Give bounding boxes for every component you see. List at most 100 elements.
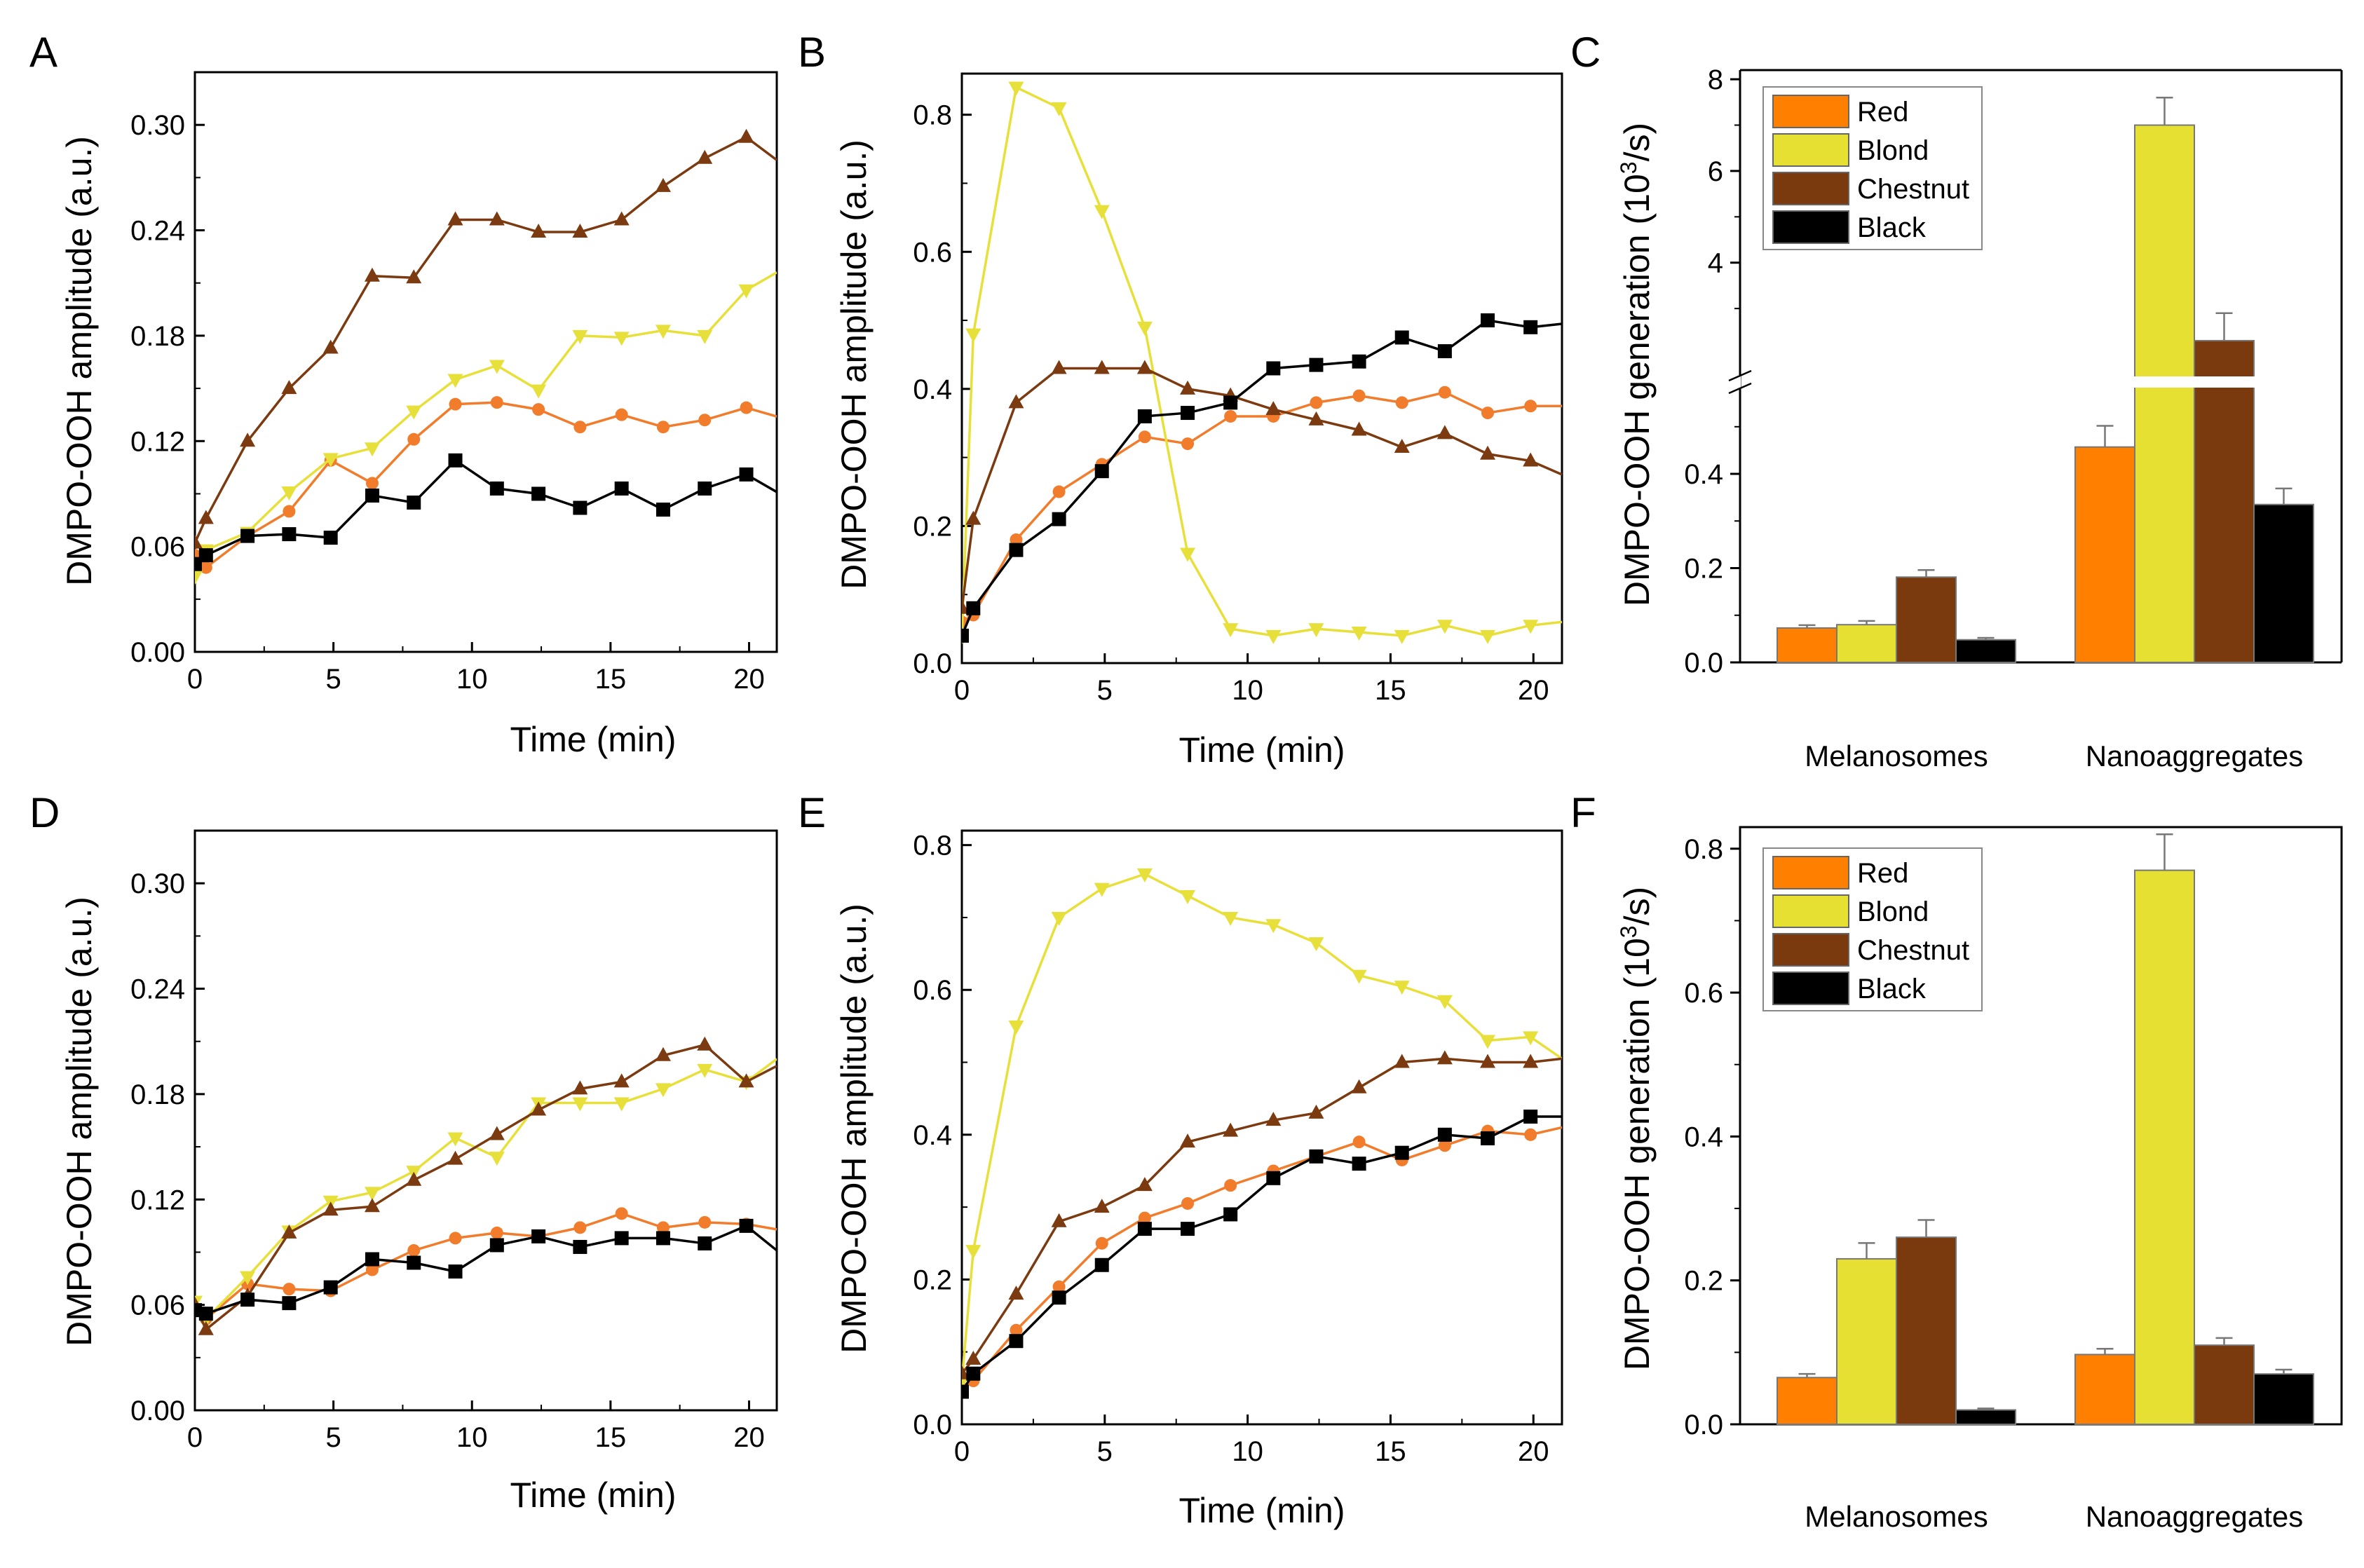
legend: Red Blond Chestnut Black [1762, 847, 1983, 1011]
series-black [1955, 487, 2314, 664]
data-point-blond [655, 325, 671, 339]
bar-blond [2134, 869, 2195, 1425]
data-point-chestnut [1180, 380, 1196, 395]
data-point-black [489, 481, 504, 496]
legend-label-black: Black [1857, 974, 1927, 1004]
data-point-blond [1223, 911, 1239, 926]
y-axis-title: DMPO-OOH amplitude (a.u.) [834, 904, 874, 1354]
data-point-black [323, 1280, 338, 1295]
data-point-blond [281, 486, 297, 500]
data-point-black [365, 1252, 379, 1267]
x-tick-label: 5 [325, 1422, 341, 1453]
data-point-red [1138, 430, 1151, 444]
series-red [195, 396, 777, 574]
data-point-black [1223, 1207, 1238, 1222]
x-tick-label: 10 [1232, 1436, 1263, 1467]
x-tick-label: 0 [954, 1436, 970, 1467]
data-point-chestnut [1008, 394, 1024, 409]
y-tick-label: 0.12 [130, 1185, 185, 1215]
data-point-blond [1136, 868, 1153, 882]
data-point-blond [1351, 626, 1367, 641]
y-tick-label: 0.0 [1684, 1410, 1723, 1440]
data-point-red [656, 1221, 670, 1234]
data-point-red [1395, 396, 1408, 409]
data-point-chestnut [198, 1321, 214, 1335]
data-point-red [698, 1215, 712, 1229]
x-axis-title: Time (min) [510, 1475, 676, 1515]
series-chestnut [195, 1036, 777, 1335]
data-point-black [962, 628, 969, 643]
data-point-red [1524, 1128, 1537, 1141]
plot-frame [193, 829, 778, 1412]
series-line-chestnut [962, 1057, 1562, 1375]
data-point-black [1266, 1171, 1281, 1185]
data-point-blond [364, 1187, 380, 1201]
data-point-blond [1308, 937, 1324, 952]
x-tick-label: 20 [1518, 675, 1549, 706]
series-black [1955, 1368, 2314, 1425]
data-point-chestnut [364, 267, 380, 282]
y-tick-label: 0.2 [1684, 1266, 1723, 1297]
data-point-blond [1265, 919, 1282, 934]
data-point-black [1052, 512, 1066, 526]
data-point-red [283, 1283, 296, 1296]
data-point-chestnut [655, 1047, 671, 1061]
y-tick-label: 0.0 [1684, 648, 1723, 679]
panel-letter: D [29, 789, 60, 836]
data-point-chestnut [531, 1101, 547, 1116]
data-point-chestnut [1180, 1133, 1196, 1148]
y-tick-label: 0.30 [130, 110, 185, 141]
series-line-red [962, 390, 1562, 623]
y-tick-label: 0.0 [913, 648, 952, 679]
data-point-chestnut [1394, 1054, 1410, 1068]
y-tick-label: 0.06 [130, 1290, 185, 1321]
data-point-blond [738, 284, 754, 299]
data-point-black [1223, 395, 1238, 410]
data-point-black [282, 1296, 297, 1311]
data-point-red [1224, 409, 1237, 423]
data-point-blond [489, 360, 505, 374]
data-point-blond [1308, 623, 1324, 638]
y-tick-label: 0.00 [130, 1396, 185, 1426]
data-point-black [739, 1218, 754, 1233]
data-point-red [1352, 389, 1366, 402]
data-point-chestnut [613, 1073, 630, 1088]
data-point-chestnut [1265, 401, 1282, 416]
data-point-black [966, 601, 981, 615]
y-tick-label: 4 [1708, 248, 1723, 279]
data-point-chestnut [489, 1126, 505, 1140]
data-point-blond [195, 571, 203, 585]
x-tick-label: 0 [187, 664, 203, 695]
bar-blond [2134, 124, 2195, 664]
data-point-red [365, 1263, 379, 1276]
data-point-chestnut [1136, 360, 1153, 374]
data-point-black [1309, 1149, 1324, 1164]
data-point-chestnut [198, 510, 214, 524]
data-point-red [573, 421, 587, 434]
data-point-red [407, 1243, 421, 1257]
x-tick-label: 10 [456, 664, 488, 695]
data-point-black [1523, 1110, 1538, 1124]
series-black [962, 1110, 1562, 1399]
data-point-chestnut [1308, 411, 1324, 425]
data-point-chestnut [1394, 438, 1410, 453]
legend-swatch-red [1772, 856, 1849, 889]
data-point-chestnut [1523, 1054, 1539, 1068]
data-point-red [615, 408, 628, 421]
bar-red [1777, 1377, 1837, 1425]
y-tick-label: 0.18 [130, 321, 185, 352]
bar-black [2253, 1373, 2314, 1425]
series-black [962, 313, 1562, 643]
x-tick-label: 20 [733, 664, 765, 695]
axis-break-mark [1728, 382, 1752, 395]
data-point-chestnut [738, 1073, 754, 1088]
data-point-blond [1094, 205, 1110, 219]
y-axis-title: DMPO-OOH amplitude (a.u.) [60, 897, 99, 1347]
x-tick-label: 10 [456, 1422, 488, 1453]
data-point-black [323, 531, 338, 545]
data-point-chestnut [572, 224, 588, 238]
series-line-blond [962, 873, 1562, 1382]
panel-b: B 0 5 10 15 20 0.0 0.2 0.4 0.6 0.8 Time (min) DMPO-O… [798, 29, 1563, 770]
y-tick-label: 0.2 [913, 511, 952, 542]
data-point-red [740, 401, 753, 414]
